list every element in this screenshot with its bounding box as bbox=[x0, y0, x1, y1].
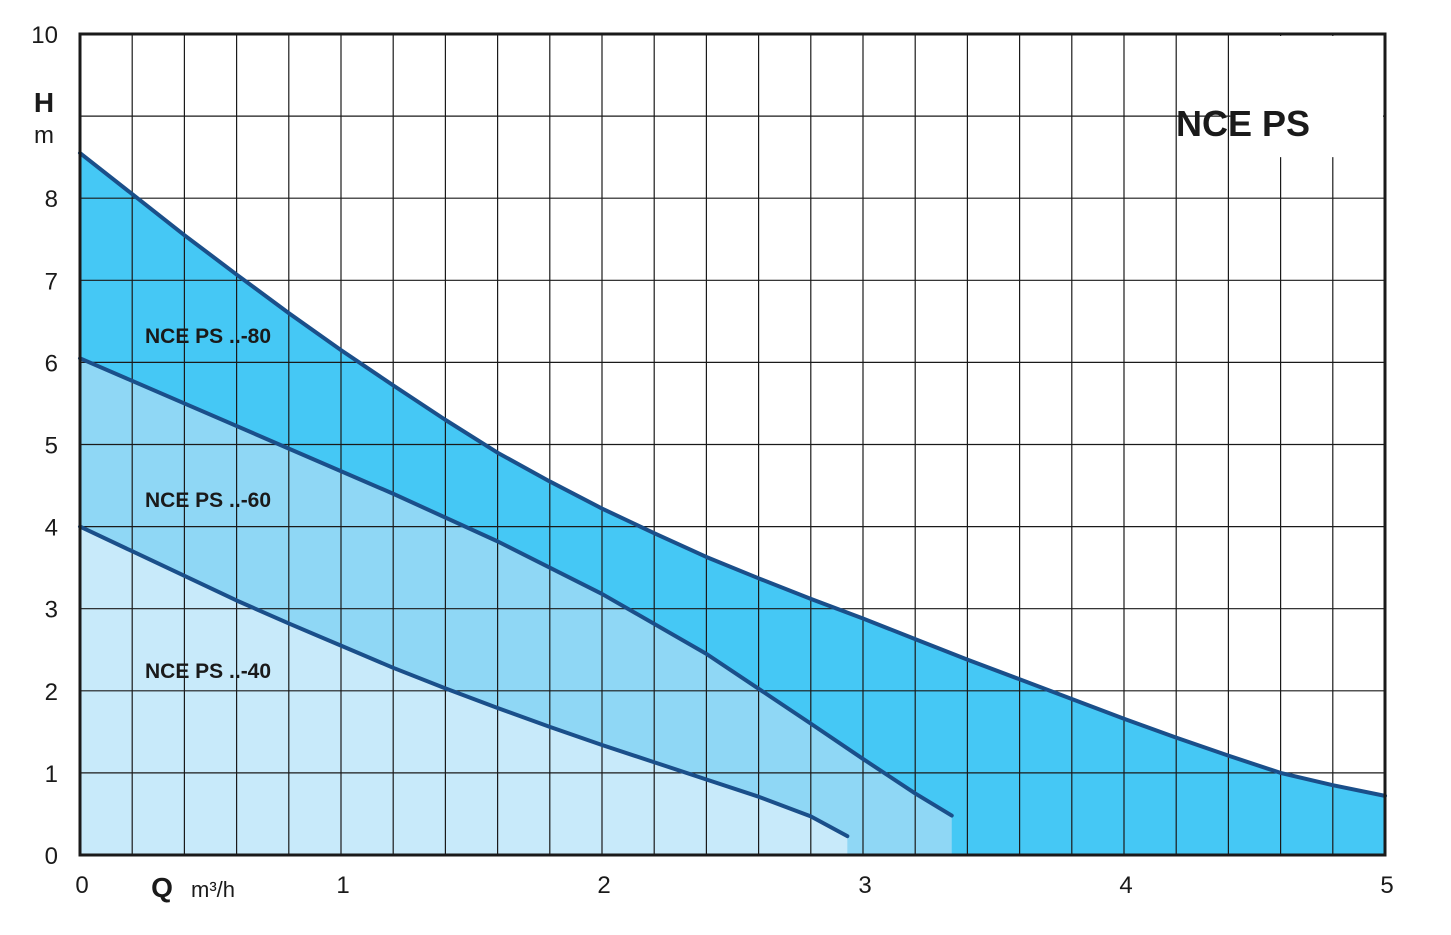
y-tick-label: 8 bbox=[45, 186, 58, 213]
series-line-2 bbox=[78, 524, 850, 839]
x-axis-unit: m³/h bbox=[191, 877, 235, 902]
y-tick-label: 2 bbox=[45, 679, 58, 706]
x-tick-label: 1 bbox=[336, 872, 349, 899]
series-label-60: NCE PS ..-60 bbox=[145, 489, 271, 512]
x-tick-label: 5 bbox=[1380, 872, 1393, 899]
y-tick-label: 5 bbox=[45, 433, 58, 460]
series-label-40: NCE PS ..-40 bbox=[145, 660, 271, 683]
y-tick-label: 4 bbox=[45, 515, 58, 542]
series-line-1 bbox=[78, 356, 954, 818]
chart-title: NCE PS bbox=[1176, 103, 1310, 144]
y-axis-unit: m bbox=[34, 122, 54, 149]
y-tick-label: 7 bbox=[45, 268, 58, 295]
series-label-80: NCE PS ..-80 bbox=[145, 325, 271, 348]
title-box bbox=[1230, 36, 1383, 158]
y-tick-label: 10 bbox=[31, 22, 58, 49]
y-axis-label: H bbox=[34, 87, 54, 118]
curve-fills bbox=[80, 153, 1385, 856]
y-tick-label: 3 bbox=[45, 597, 58, 624]
series-line-0 bbox=[78, 151, 1387, 798]
x-axis-label: Q bbox=[151, 872, 173, 903]
plot-frame bbox=[78, 32, 1387, 857]
x-tick-label: 4 bbox=[1119, 872, 1132, 899]
curve-lines bbox=[78, 151, 1387, 839]
x-tick-labels: 0 1 2 3 4 5 bbox=[75, 872, 1393, 899]
x-tick-label: 2 bbox=[597, 872, 610, 899]
x-tick-label: 0 bbox=[75, 872, 88, 899]
y-tick-label: 6 bbox=[45, 350, 58, 377]
y-tick-labels: 0 1 2 3 4 5 6 7 8 10 bbox=[31, 22, 58, 870]
y-tick-label: 0 bbox=[45, 843, 58, 870]
x-tick-label: 3 bbox=[858, 872, 871, 899]
y-tick-label: 1 bbox=[45, 761, 58, 788]
